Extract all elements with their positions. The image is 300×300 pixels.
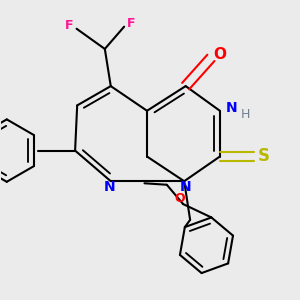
- Text: S: S: [257, 147, 269, 165]
- Text: N: N: [103, 180, 115, 194]
- Text: N: N: [180, 180, 191, 194]
- Text: H: H: [240, 108, 250, 121]
- Text: F: F: [65, 19, 74, 32]
- Text: O: O: [213, 47, 226, 62]
- Text: F: F: [126, 17, 135, 30]
- Text: N: N: [225, 101, 237, 116]
- Text: O: O: [175, 192, 185, 205]
